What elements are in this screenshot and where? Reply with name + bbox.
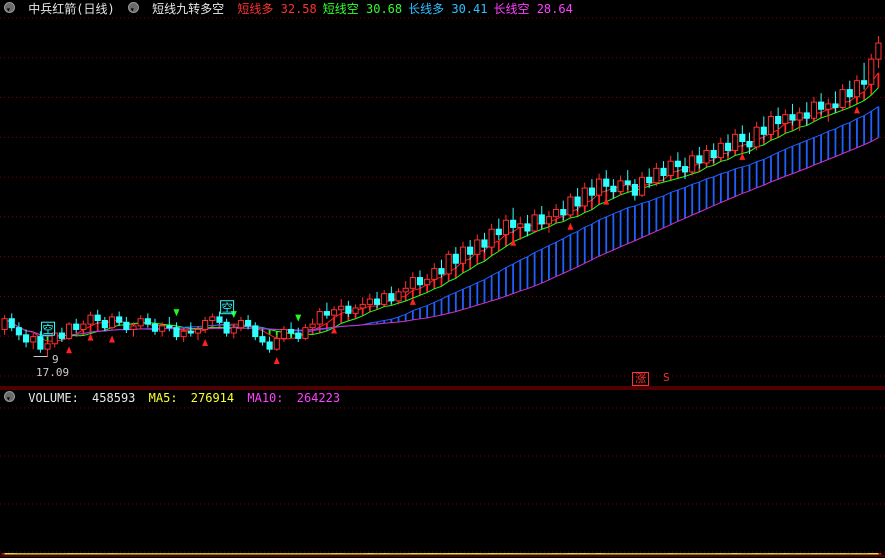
svg-text:空: 空 [43,322,54,336]
stock-chart-root: 空空 中兵红箭(日线) 短线九转多空 短线多 32.58短线空 30.68长线多… [0,0,885,558]
svg-text:空: 空 [222,301,233,315]
volume-header: VOLUME: 458593 MA5: 276914 MA10: 264223 [4,391,346,405]
stock-title: 中兵红箭(日线) [28,2,114,16]
volume-value: 458593 [92,391,135,405]
price-svg[interactable]: 空空 [0,0,885,388]
volume-label: VOLUME: [28,391,79,405]
marker-badge: S [661,372,672,384]
price-panel: 空空 中兵红箭(日线) 短线九转多空 短线多 32.58短线空 30.68长线多… [0,0,885,388]
price-header: 中兵红箭(日线) 短线九转多空 短线多 32.58 短线空 30.68 长线多 30… [4,2,585,16]
dropdown-icon[interactable] [128,2,139,13]
volume-panel: VOLUME: 458593 MA5: 276914 MA10: 264223 [0,388,885,558]
ma5-value: 276914 [191,391,234,405]
ma10-label: MA10: [247,391,283,405]
dropdown-icon[interactable] [4,2,15,13]
legend-item: 长线多 30.41 [408,2,487,16]
ma5-label: MA5: [149,391,178,405]
legend-item: 短线多 32.58 [237,2,316,16]
dropdown-icon[interactable] [4,391,15,402]
volume-svg[interactable] [0,388,885,558]
legend-item: 长线空 28.64 [493,2,572,16]
indicator-name: 短线九转多空 [152,2,224,16]
marker-badge: 涨 [632,372,649,386]
legend-item: 短线空 30.68 [323,2,402,16]
ma10-value: 264223 [297,391,340,405]
